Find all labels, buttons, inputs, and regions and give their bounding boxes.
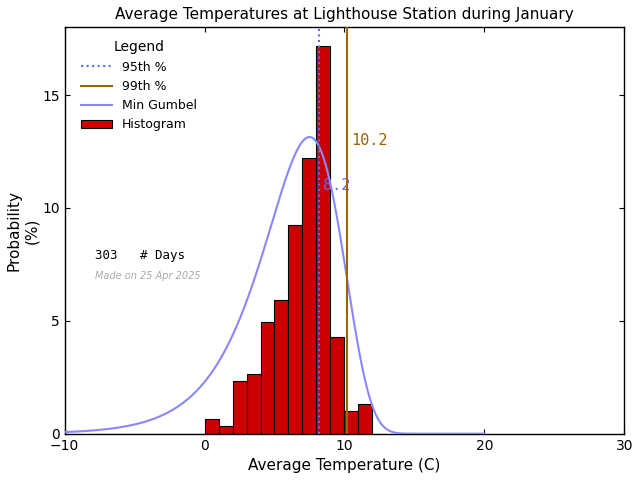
X-axis label: Average Temperature (C): Average Temperature (C) (248, 458, 441, 473)
Bar (232, 382, 246, 433)
Bar (218, 426, 232, 433)
Bar (316, 46, 330, 433)
Text: 8.2: 8.2 (323, 178, 351, 193)
Bar (344, 411, 358, 433)
Text: 10.2: 10.2 (351, 132, 388, 148)
Bar (289, 225, 303, 433)
Bar (260, 322, 275, 433)
Bar (303, 158, 316, 433)
Bar (358, 404, 372, 433)
Legend: 95th %, 99th %, Min Gumbel, Histogram: 95th %, 99th %, Min Gumbel, Histogram (76, 36, 202, 136)
Bar (275, 300, 289, 433)
Text: 303   # Days: 303 # Days (95, 249, 186, 262)
Bar (246, 374, 260, 433)
Text: Made on 25 Apr 2025: Made on 25 Apr 2025 (95, 271, 201, 281)
Bar (330, 337, 344, 433)
Title: Average Temperatures at Lighthouse Station during January: Average Temperatures at Lighthouse Stati… (115, 7, 574, 22)
Y-axis label: Probability
(%): Probability (%) (7, 190, 39, 271)
Bar (205, 419, 218, 433)
